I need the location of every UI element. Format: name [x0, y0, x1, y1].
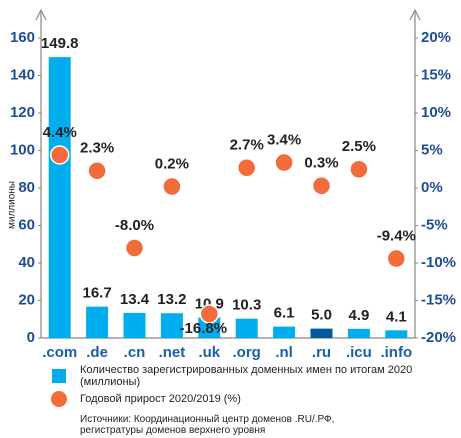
legend-label: Количество зарегистрированных доменных и… [80, 364, 413, 388]
x-tick-label: .com [42, 344, 77, 361]
x-tick-label: .info [380, 344, 412, 361]
x-tick-label: .org [233, 344, 261, 361]
y-axis-label: миллионы [7, 181, 18, 229]
dot [349, 159, 369, 179]
y2-tick-label: -10% [421, 254, 456, 271]
y-axis-arrow [35, 8, 47, 21]
value-label: 149.8 [41, 35, 79, 52]
bar [48, 57, 71, 338]
dot [124, 238, 145, 258]
x-tick-label: .icu [346, 344, 372, 361]
y-tick-label: 140 [10, 66, 35, 83]
dot [311, 176, 332, 196]
value-label: -16.8% [180, 320, 228, 337]
value-label: 2.3% [80, 140, 114, 157]
bar [347, 328, 370, 338]
x-tick-label: .net [159, 344, 186, 361]
dot [236, 158, 257, 178]
value-label: 3.4% [267, 131, 301, 148]
value-label: 4.9 [348, 307, 369, 324]
y2-tick-label: 10% [421, 104, 451, 121]
y2-tick-label: -20% [421, 329, 456, 346]
bar [123, 312, 146, 338]
x-tick-label: .de [86, 344, 108, 361]
value-label: 10.3 [232, 297, 261, 314]
value-label: 13.2 [157, 291, 186, 308]
source-note: Источники: Координационный центр доменов… [80, 414, 335, 436]
legend-swatch [52, 369, 66, 383]
bar [273, 326, 296, 338]
legend-label: Годовой прирост 2020/2019 (%) [80, 393, 241, 405]
bar [160, 313, 183, 338]
y2-tick-label: 20% [421, 29, 451, 46]
value-label: 0.3% [304, 155, 338, 172]
y-tick-label: 20 [18, 291, 35, 308]
value-label: -9.4% [377, 227, 416, 244]
y2-tick-label: 15% [421, 66, 451, 83]
y2-tick-label: 5% [421, 141, 443, 158]
y2-tick-label: -15% [421, 291, 456, 308]
x-tick-label: .ru [312, 344, 331, 361]
bar [310, 328, 333, 338]
y-tick-label: 80 [18, 179, 35, 196]
bar [86, 306, 109, 338]
y2-axis-arrow [409, 8, 421, 21]
dot [386, 248, 407, 269]
value-label: 4.1 [386, 308, 407, 325]
dot [199, 304, 220, 324]
value-label: 4.4% [43, 124, 77, 141]
value-label: 16.7 [82, 285, 111, 302]
dot [49, 145, 70, 165]
y2-tick-label: -5% [421, 216, 448, 233]
value-label: 13.4 [120, 291, 150, 308]
value-label: 0.2% [155, 155, 189, 172]
value-label: -8.0% [115, 217, 154, 234]
dot [274, 152, 294, 173]
bar [198, 317, 221, 338]
dot [162, 176, 182, 197]
value-label: 2.7% [230, 137, 264, 154]
value-label: 2.5% [342, 138, 376, 155]
y-tick-label: 100 [10, 141, 35, 158]
x-tick-label: .cn [124, 344, 146, 361]
y-tick-label: 120 [10, 104, 35, 121]
x-tick-label: .uk [198, 344, 220, 361]
legend-swatch [51, 391, 67, 407]
y2-tick-label: 0% [421, 179, 443, 196]
bar [235, 318, 258, 338]
x-tick-label: .nl [275, 344, 293, 361]
bar [385, 330, 408, 338]
y-tick-label: 40 [18, 254, 35, 271]
y-tick-label: 0 [27, 329, 35, 346]
dot [87, 161, 107, 181]
value-label: 5.0 [311, 307, 332, 324]
y-tick-label: 60 [18, 216, 35, 233]
y-tick-label: 160 [10, 29, 35, 46]
value-label: 6.1 [274, 305, 295, 322]
